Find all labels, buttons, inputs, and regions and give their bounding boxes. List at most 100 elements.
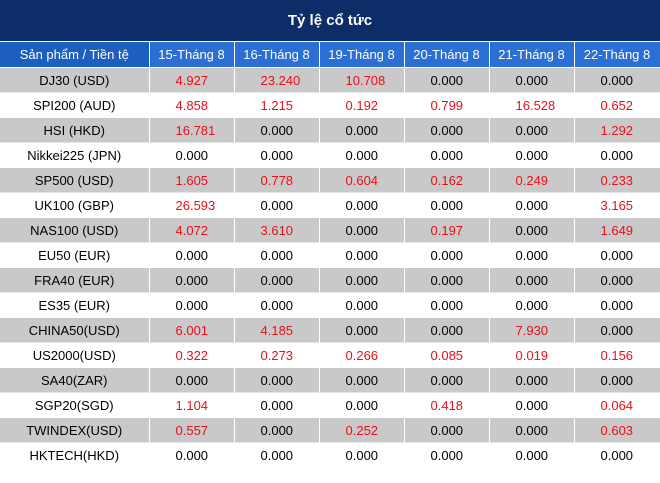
table-row: TWINDEX(USD) 0.557 0.000 0.252 0.000 0.000 0.6…: [0, 417, 660, 443]
product-cell: EU50 (EUR): [0, 242, 150, 268]
column-header-product: Sản phẩm / Tiền tệ: [0, 42, 150, 68]
dividend-value-cell: 0.162: [404, 167, 490, 193]
dividend-value-cell: 0.000: [404, 417, 490, 443]
dividend-value-cell: 0.000: [404, 367, 490, 393]
product-cell: SA40(ZAR): [0, 367, 150, 393]
dividend-value-cell: 0.000: [234, 192, 320, 218]
dividend-value-cell: 0.000: [319, 317, 405, 343]
dividend-value-cell: 0.604: [319, 167, 405, 193]
table-row: SP500 (USD) 1.605 0.778 0.604 0.162 0.249 0.23…: [0, 167, 660, 193]
dividend-value-cell: 0.000: [489, 142, 575, 168]
dividend-value-cell: 0.652: [574, 92, 660, 118]
product-cell: ES35 (EUR): [0, 292, 150, 318]
dividend-value-cell: 0.322: [149, 342, 235, 368]
dividend-value-cell: 0.085: [404, 342, 490, 368]
dividend-value-cell: 0.000: [149, 367, 235, 393]
dividend-value-cell: 0.000: [319, 192, 405, 218]
table-row: UK100 (GBP) 26.593 0.000 0.000 0.000 0.000 3.1…: [0, 192, 660, 218]
column-header-date: 16-Tháng 8: [234, 42, 320, 68]
dividend-table: Sản phẩm / Tiền tệ 15-Tháng 8 16-Tháng 8…: [0, 42, 660, 468]
dividend-value-cell: 4.927: [149, 67, 235, 93]
product-cell: CHINA50(USD): [0, 317, 150, 343]
dividend-value-cell: 0.000: [574, 292, 660, 318]
dividend-value-cell: 0.000: [319, 142, 405, 168]
column-header-date: 21-Tháng 8: [489, 42, 575, 68]
dividend-value-cell: 0.000: [234, 442, 320, 468]
dividend-value-cell: 0.273: [234, 342, 320, 368]
dividend-value-cell: 0.000: [234, 142, 320, 168]
dividend-value-cell: 0.249: [489, 167, 575, 193]
dividend-value-cell: 0.000: [234, 367, 320, 393]
table-row: ES35 (EUR) 0.000 0.000 0.000 0.000 0.000 0.000: [0, 292, 660, 318]
table-row: HSI (HKD) 16.781 0.000 0.000 0.000 0.000 1.292: [0, 117, 660, 143]
dividend-value-cell: 1.292: [574, 117, 660, 143]
dividend-value-cell: 0.000: [574, 367, 660, 393]
dividend-value-cell: 0.000: [404, 317, 490, 343]
dividend-value-cell: 0.000: [404, 292, 490, 318]
dividend-value-cell: 0.603: [574, 417, 660, 443]
product-cell: US2000(USD): [0, 342, 150, 368]
dividend-value-cell: 7.930: [489, 317, 575, 343]
product-cell: DJ30 (USD): [0, 67, 150, 93]
dividend-value-cell: 0.000: [489, 192, 575, 218]
dividend-value-cell: 0.000: [489, 367, 575, 393]
dividend-value-cell: 0.000: [319, 367, 405, 393]
column-header-date: 20-Tháng 8: [404, 42, 490, 68]
dividend-value-cell: 0.000: [319, 217, 405, 243]
dividend-value-cell: 0.000: [319, 442, 405, 468]
dividend-value-cell: 0.000: [319, 117, 405, 143]
dividend-value-cell: 0.418: [404, 392, 490, 418]
dividend-value-cell: 0.000: [574, 67, 660, 93]
dividend-value-cell: 0.000: [489, 117, 575, 143]
dividend-value-cell: 0.266: [319, 342, 405, 368]
dividend-value-cell: 0.000: [149, 442, 235, 468]
dividend-value-cell: 0.778: [234, 167, 320, 193]
dividend-value-cell: 0.000: [319, 292, 405, 318]
header-row: Sản phẩm / Tiền tệ 15-Tháng 8 16-Tháng 8…: [0, 42, 660, 68]
dividend-value-cell: 0.000: [234, 292, 320, 318]
product-cell: SP500 (USD): [0, 167, 150, 193]
dividend-value-cell: 0.192: [319, 92, 405, 118]
product-cell: SGP20(SGD): [0, 392, 150, 418]
table-row: DJ30 (USD) 4.927 23.240 10.708 0.000 0.000 0.0…: [0, 67, 660, 93]
dividend-value-cell: 0.000: [489, 67, 575, 93]
dividend-value-cell: 1.104: [149, 392, 235, 418]
dividend-value-cell: 0.000: [404, 67, 490, 93]
dividend-value-cell: 0.000: [149, 267, 235, 293]
product-cell: NAS100 (USD): [0, 217, 150, 243]
dividend-value-cell: 0.000: [574, 267, 660, 293]
dividend-value-cell: 16.781: [149, 117, 235, 143]
dividend-value-cell: 0.000: [489, 292, 575, 318]
dividend-table-panel: Tỷ lệ cổ tức Sản phẩm / Tiền tệ 15-Tháng…: [0, 0, 660, 468]
column-header-date: 19-Tháng 8: [319, 42, 405, 68]
dividend-value-cell: 0.000: [234, 117, 320, 143]
dividend-value-cell: 0.000: [489, 417, 575, 443]
dividend-value-cell: 1.605: [149, 167, 235, 193]
dividend-value-cell: 3.165: [574, 192, 660, 218]
column-header-date: 15-Tháng 8: [149, 42, 235, 68]
dividend-value-cell: 0.000: [404, 192, 490, 218]
dividend-value-cell: 0.252: [319, 417, 405, 443]
dividend-value-cell: 26.593: [149, 192, 235, 218]
dividend-value-cell: 0.000: [234, 267, 320, 293]
dividend-value-cell: 0.557: [149, 417, 235, 443]
dividend-value-cell: 1.215: [234, 92, 320, 118]
dividend-value-cell: 0.000: [574, 142, 660, 168]
product-cell: SPI200 (AUD): [0, 92, 150, 118]
dividend-value-cell: 0.000: [489, 442, 575, 468]
dividend-value-cell: 0.019: [489, 342, 575, 368]
dividend-value-cell: 0.000: [489, 217, 575, 243]
product-cell: Nikkei225 (JPN): [0, 142, 150, 168]
dividend-value-cell: 0.000: [319, 242, 405, 268]
dividend-value-cell: 0.000: [149, 242, 235, 268]
dividend-value-cell: 23.240: [234, 67, 320, 93]
dividend-value-cell: 0.000: [489, 267, 575, 293]
dividend-value-cell: 0.000: [404, 142, 490, 168]
table-title: Tỷ lệ cổ tức: [0, 0, 660, 42]
dividend-value-cell: 4.858: [149, 92, 235, 118]
column-header-date: 22-Tháng 8: [574, 42, 660, 68]
table-row: Nikkei225 (JPN) 0.000 0.000 0.000 0.000 0.000…: [0, 142, 660, 168]
dividend-value-cell: 0.000: [574, 317, 660, 343]
dividend-value-cell: 0.064: [574, 392, 660, 418]
table-row: SGP20(SGD) 1.104 0.000 0.000 0.418 0.000 0.064: [0, 392, 660, 418]
